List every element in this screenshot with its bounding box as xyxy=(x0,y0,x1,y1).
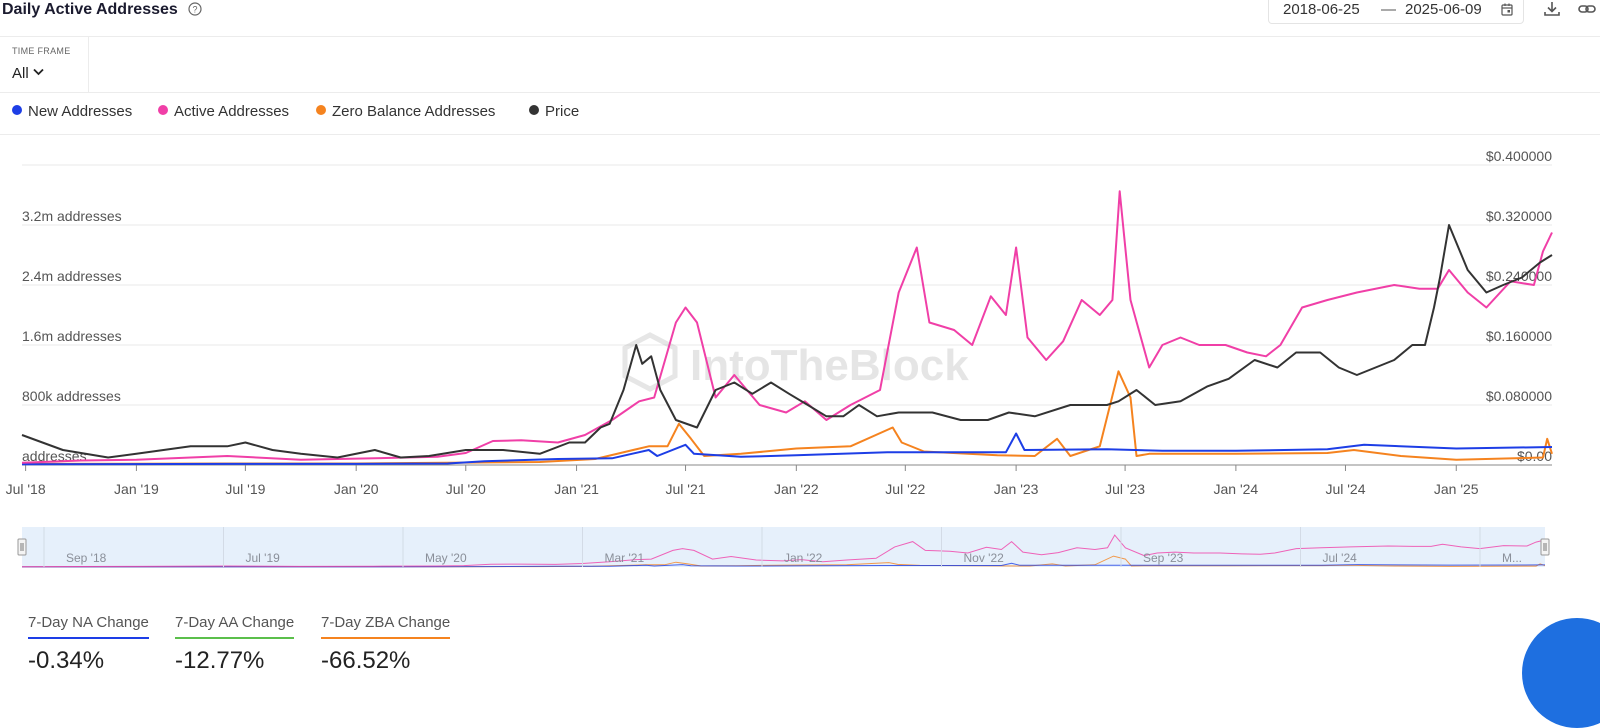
stat-value: -12.77% xyxy=(175,647,265,674)
x-axis-label: Jul '19 xyxy=(225,481,265,497)
x-axis-label: Jul '22 xyxy=(885,481,925,497)
navigator-line xyxy=(22,562,1546,568)
legend-label: Zero Balance Addresses xyxy=(332,103,496,120)
navigator-handle[interactable] xyxy=(17,538,27,556)
series-line-price xyxy=(21,224,1553,459)
help-icon[interactable]: ? xyxy=(188,2,202,16)
legend-dot xyxy=(158,105,168,115)
time-frame-select[interactable]: All xyxy=(12,65,29,82)
date-start[interactable]: 2018-06-25 xyxy=(1283,1,1360,18)
page-title: Daily Active Addresses xyxy=(2,1,178,18)
date-range-picker[interactable]: 2018-06-25 — 2025-06-09 xyxy=(1268,0,1524,24)
navigator-label: Jul '24 xyxy=(1323,551,1358,565)
navigator-line xyxy=(21,534,1546,568)
x-axis-label: Jan '21 xyxy=(554,481,599,497)
legend-price[interactable]: Price xyxy=(529,103,579,120)
navigator-selection xyxy=(22,527,1545,567)
legend-new-addresses[interactable]: New Addresses xyxy=(12,103,132,120)
navigator-label: May '20 xyxy=(425,551,467,565)
navigator-label: Nov '22 xyxy=(964,551,1005,565)
date-end[interactable]: 2025-06-09 xyxy=(1405,1,1482,18)
x-axis-label: Jan '25 xyxy=(1434,481,1479,497)
x-axis-label: Jan '22 xyxy=(774,481,819,497)
navigator-label: M... xyxy=(1502,551,1522,565)
x-axis-label: Jul '23 xyxy=(1105,481,1145,497)
series-line-active-addresses xyxy=(21,190,1553,464)
y-axis-right-label: $0.320000 xyxy=(1486,208,1552,224)
chevron-down-icon[interactable] xyxy=(33,68,44,76)
navigator-label: Sep '23 xyxy=(1143,551,1184,565)
x-axis-label: Jan '24 xyxy=(1214,481,1259,497)
y-axis-right-label: $0.160000 xyxy=(1486,328,1552,344)
y-axis-left-label: 800k addresses xyxy=(22,388,121,404)
x-axis-label: Jul '21 xyxy=(666,481,706,497)
legend-label: Price xyxy=(545,103,580,120)
navigator-label: Jan '22 xyxy=(784,551,823,565)
stat-na-change: 7-Day NA Change -0.34% xyxy=(28,614,149,675)
y-axis-right-label: $0.400000 xyxy=(1486,148,1552,164)
svg-text:?: ? xyxy=(192,5,197,15)
calendar-icon[interactable] xyxy=(1501,3,1513,16)
watermark: IntoTheBlock xyxy=(690,341,969,390)
x-axis-label: Jul '24 xyxy=(1325,481,1365,497)
y-axis-right-label: $0.00 xyxy=(1517,448,1552,464)
legend-label: New Addresses xyxy=(28,103,133,120)
time-frame-filter[interactable]: TIME FRAME All xyxy=(0,37,89,92)
watermark-logo-icon xyxy=(622,332,678,392)
legend-dot xyxy=(12,105,22,115)
x-axis-label: Jan '19 xyxy=(114,481,159,497)
stat-label: 7-Day ZBA Change xyxy=(321,614,451,639)
legend-dot xyxy=(529,105,539,115)
range-navigator[interactable]: Sep '18 Jul '19 May '20 Mar '21 Jan '22 Nov '… xyxy=(0,527,1600,582)
legend-active-addresses[interactable]: Active Addresses xyxy=(158,103,289,120)
y-axis-right-label: $0.240000 xyxy=(1486,268,1552,284)
series-line-zero-balance-addresses xyxy=(21,370,1553,465)
chat-button[interactable] xyxy=(1522,618,1600,728)
navigator-handle[interactable] xyxy=(1540,538,1550,556)
legend-zero-balance-addresses[interactable]: Zero Balance Addresses xyxy=(316,103,495,120)
download-icon[interactable] xyxy=(1543,0,1561,18)
legend-label: Active Addresses xyxy=(174,103,290,120)
stat-label: 7-Day AA Change xyxy=(175,614,295,639)
y-axis-left-label: 3.2m addresses xyxy=(22,208,122,224)
divider xyxy=(0,134,1600,135)
navigator-label: Mar '21 xyxy=(605,551,645,565)
navigator-label: Jul '19 xyxy=(246,551,281,565)
x-axis-label: Jan '23 xyxy=(994,481,1039,497)
legend-dot xyxy=(316,105,326,115)
time-frame-label: TIME FRAME xyxy=(12,46,71,56)
stat-aa-change: 7-Day AA Change -12.77% xyxy=(175,614,295,675)
x-axis-label: Jul '20 xyxy=(446,481,486,497)
y-axis-right-label: $0.080000 xyxy=(1486,388,1552,404)
date-separator: — xyxy=(1381,1,1396,18)
navigator-label: Sep '18 xyxy=(66,551,107,565)
link-icon[interactable] xyxy=(1578,0,1598,18)
stat-value: -0.34% xyxy=(28,647,105,674)
divider xyxy=(0,92,1600,93)
y-axis-left-label: 2.4m addresses xyxy=(22,268,122,284)
x-axis-label: Jul '18 xyxy=(6,481,46,497)
stat-label: 7-Day NA Change xyxy=(28,614,149,639)
chart-header: Daily Active Addresses ? 2018-06-25 — 20… xyxy=(0,0,1600,37)
stat-value: -66.52% xyxy=(321,647,411,674)
stat-zba-change: 7-Day ZBA Change -66.52% xyxy=(321,614,451,675)
y-axis-left-label: 1.6m addresses xyxy=(22,328,122,344)
series-line-new-addresses xyxy=(21,432,1553,466)
x-axis-label: Jan '20 xyxy=(334,481,379,497)
